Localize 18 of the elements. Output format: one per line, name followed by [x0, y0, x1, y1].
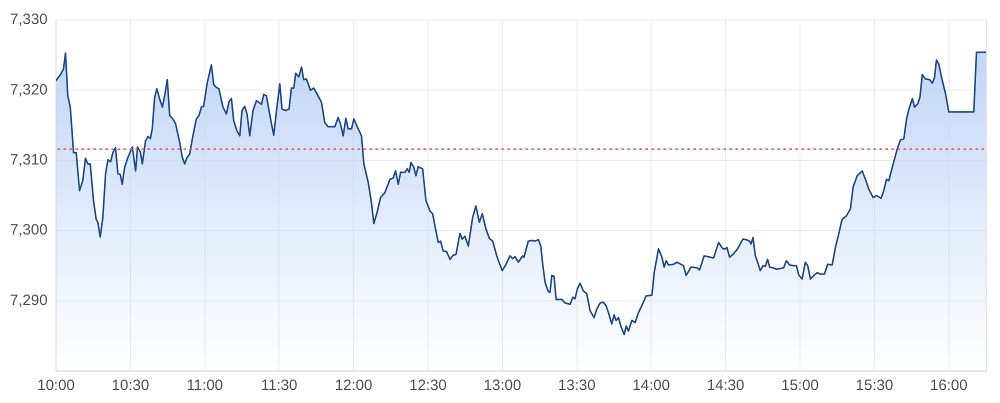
y-tick-label: 7,300 [10, 222, 48, 239]
y-tick-label: 7,290 [10, 292, 48, 309]
x-tick-label: 15:30 [856, 377, 894, 394]
x-tick-label: 14:30 [706, 377, 744, 394]
x-tick-label: 11:00 [186, 377, 224, 394]
x-tick-label: 10:00 [37, 377, 75, 394]
x-tick-label: 12:30 [409, 377, 447, 394]
x-tick-label: 14:00 [632, 377, 670, 394]
x-tick-label: 11:30 [260, 377, 298, 394]
x-tick-label: 13:30 [558, 377, 596, 394]
y-tick-label: 7,310 [10, 152, 48, 169]
y-tick-label: 7,320 [10, 81, 48, 98]
x-tick-label: 16:00 [930, 377, 968, 394]
x-tick-label: 15:00 [781, 377, 819, 394]
x-tick-label: 12:00 [334, 377, 372, 394]
x-tick-label: 10:30 [112, 377, 150, 394]
x-tick-label: 13:00 [484, 377, 522, 394]
y-tick-label: 7,330 [10, 11, 48, 28]
